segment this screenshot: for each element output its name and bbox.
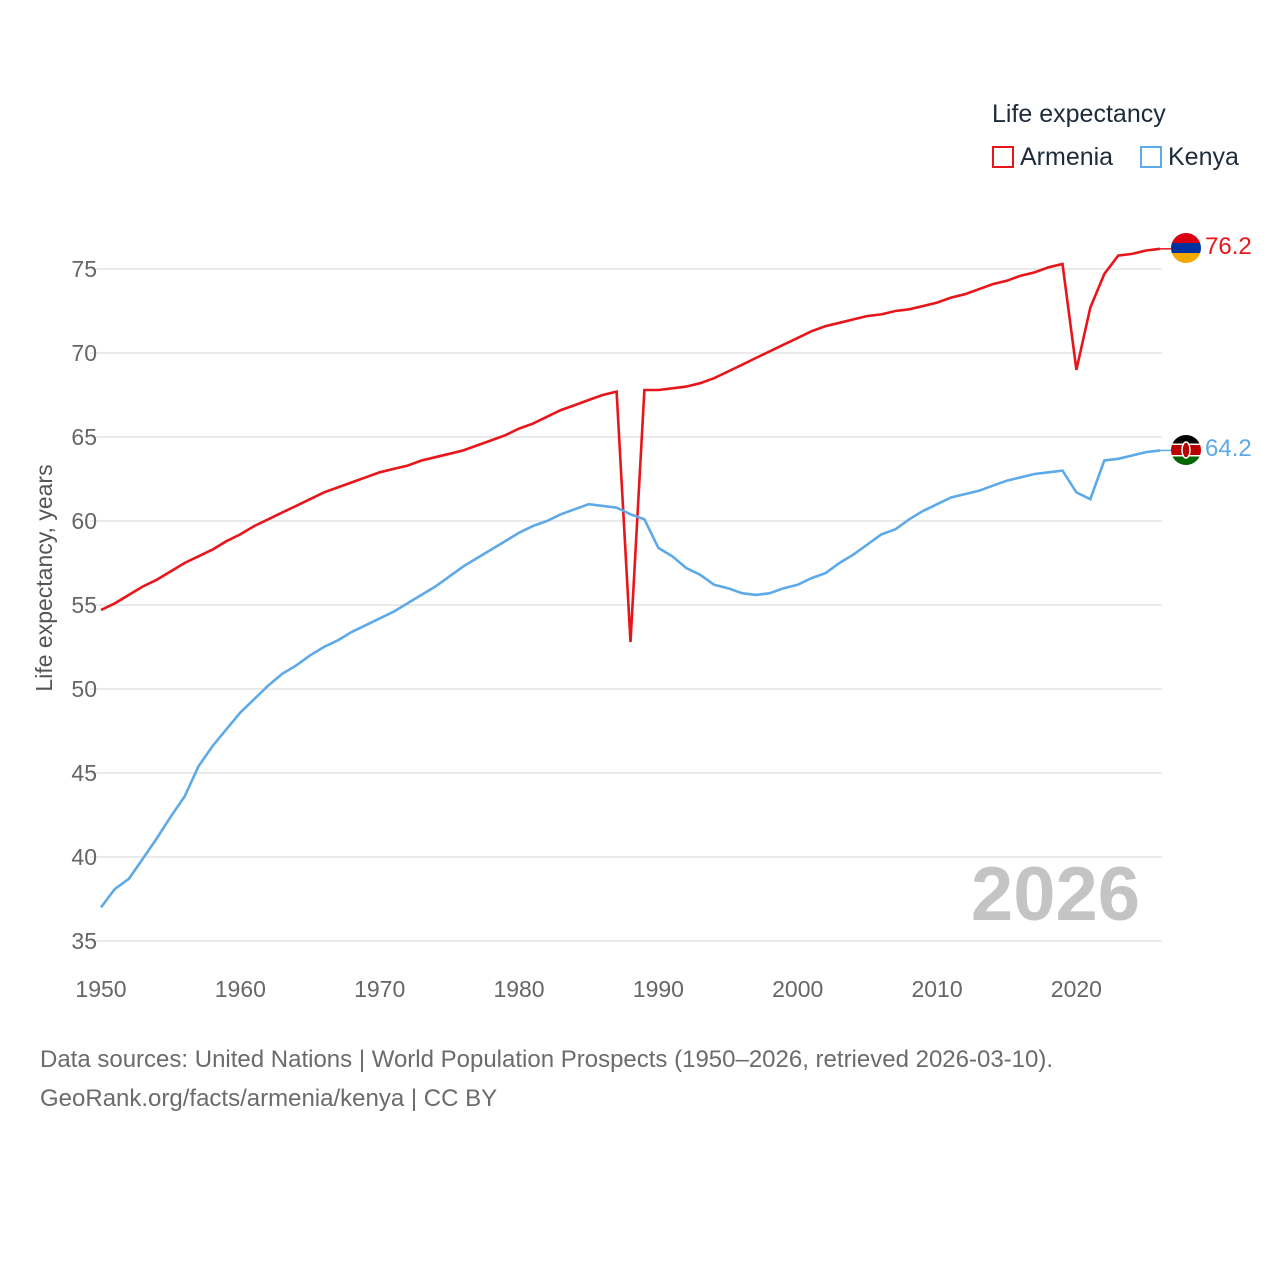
year-watermark: 2026 [971,852,1140,937]
data-sources-note: Data sources: United Nations | World Pop… [40,1046,1054,1073]
y-axis-ticks: 35 40 45 50 55 60 65 70 75 [71,256,97,954]
y-tick-label: 60 [71,508,97,534]
x-tick-label: 2000 [772,976,823,1002]
kenya-swatch-icon [1140,146,1162,168]
armenia-swatch-icon [992,146,1014,168]
series-lines [99,247,1171,909]
armenia-flag-icon [1171,233,1201,263]
legend-title: Life expectancy [992,100,1166,128]
x-tick-label: 2010 [911,976,962,1002]
series-line-kenya [99,449,1161,909]
armenia-end-value: 76.2 [1205,233,1252,260]
kenya-flag-icon [1171,435,1201,465]
x-tick-label: 2020 [1051,976,1102,1002]
x-axis-ticks: 1950 1960 1970 1980 1990 2000 2010 2020 [75,976,1102,1002]
legend-item-armenia[interactable]: Armenia [992,142,1113,172]
y-tick-label: 35 [71,928,97,954]
y-tick-label: 65 [71,424,97,450]
y-tick-label: 70 [71,340,97,366]
legend-label-kenya: Kenya [1168,142,1239,171]
series-line-armenia [100,247,1161,643]
legend-item-kenya[interactable]: Kenya [1140,142,1239,172]
y-tick-label: 55 [71,592,97,618]
y-tick-label: 45 [71,760,97,786]
x-tick-label: 1960 [215,976,266,1002]
credit-link[interactable]: GeoRank.org/facts/armenia/kenya | CC BY [40,1085,498,1112]
gridlines [90,268,1162,942]
x-tick-label: 1990 [633,976,684,1002]
y-tick-label: 50 [71,676,97,702]
y-axis-label: Life expectancy, years [31,464,57,691]
kenya-end-value: 64.2 [1205,435,1252,462]
legend-label-armenia: Armenia [1020,142,1114,171]
x-tick-label: 1970 [354,976,405,1002]
x-tick-label: 1980 [493,976,544,1002]
y-tick-label: 40 [71,844,97,870]
y-tick-label: 75 [71,256,97,282]
x-tick-label: 1950 [75,976,126,1002]
